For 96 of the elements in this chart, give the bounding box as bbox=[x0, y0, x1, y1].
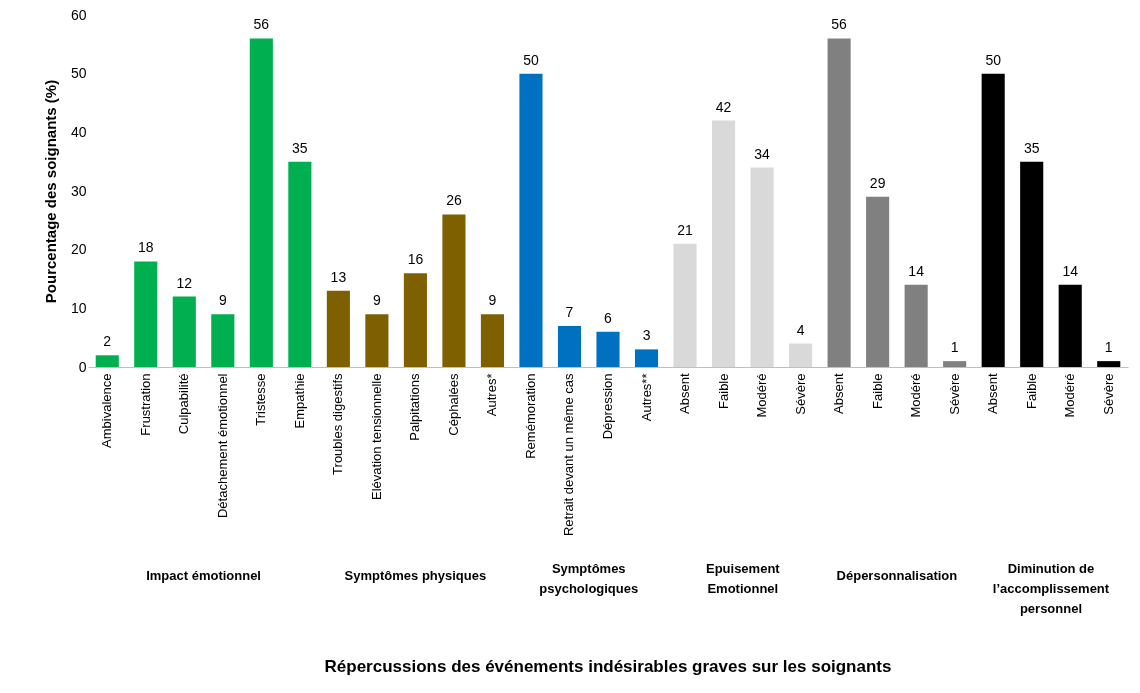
data-label: 9 bbox=[372, 292, 381, 309]
text: Symptômes psychologiques bbox=[539, 561, 639, 596]
x-tick-label: Culpabilité bbox=[176, 373, 192, 435]
bar bbox=[1020, 161, 1044, 367]
x-tick-label: Empathie bbox=[291, 373, 307, 429]
y-axis-title: Pourcentage des soignants (%) bbox=[41, 79, 59, 304]
x-tick-label: Elévation tensionnelle bbox=[368, 373, 384, 500]
x-tick-label: Autres** bbox=[638, 373, 654, 422]
x-tick-label: Modéré bbox=[908, 373, 924, 418]
x-tick-label: Troubles digestifs bbox=[330, 373, 346, 475]
x-tick-label: Céphalées bbox=[445, 373, 461, 436]
data-label: 14 bbox=[1062, 262, 1079, 279]
x-tick-label: Remémoration bbox=[522, 373, 538, 459]
data-label: 34 bbox=[754, 145, 771, 162]
data-label: 16 bbox=[407, 251, 424, 268]
bar bbox=[326, 290, 350, 367]
x-tick-label: Faible bbox=[869, 373, 885, 409]
y-tick-label: 0 bbox=[78, 358, 87, 375]
x-tick-label: Faible bbox=[1023, 373, 1039, 409]
data-label: 35 bbox=[1023, 139, 1040, 156]
data-label: 3 bbox=[642, 327, 651, 344]
x-tick-label: Ambivalence bbox=[99, 373, 115, 448]
bar bbox=[519, 73, 543, 367]
x-tick-label: Faible bbox=[715, 373, 731, 409]
data-label: 9 bbox=[218, 292, 227, 309]
bar bbox=[211, 314, 235, 367]
data-label: 1 bbox=[950, 339, 959, 356]
bar bbox=[557, 325, 582, 367]
data-label: 13 bbox=[330, 268, 347, 285]
x-tick-label: Modéré bbox=[754, 373, 770, 418]
x-tick-label: Tristesse bbox=[253, 373, 269, 426]
bar bbox=[789, 343, 813, 367]
x-tick-label: Sévère bbox=[1100, 373, 1116, 415]
bar bbox=[95, 355, 119, 367]
x-tick-label: Absent bbox=[985, 373, 1001, 414]
data-label: 56 bbox=[831, 16, 848, 33]
x-tick-label: Retrait devant un même cas bbox=[561, 373, 577, 537]
bar bbox=[866, 196, 890, 367]
data-label: 4 bbox=[796, 321, 805, 338]
bar bbox=[403, 273, 427, 367]
data-label: 9 bbox=[488, 292, 497, 309]
data-label: 14 bbox=[908, 262, 925, 279]
data-label: 50 bbox=[985, 51, 1002, 68]
bar bbox=[673, 243, 697, 367]
data-label: 2 bbox=[103, 333, 112, 350]
bar bbox=[904, 284, 928, 367]
x-tick-label: Dépression bbox=[600, 373, 615, 440]
x-tick-label: Autres* bbox=[484, 373, 500, 417]
bar bbox=[634, 349, 659, 367]
bar bbox=[288, 161, 312, 367]
bar bbox=[1058, 284, 1082, 367]
text: Dépersonnalisation bbox=[836, 568, 958, 583]
y-tick-label: 30 bbox=[70, 182, 87, 199]
x-tick-label: Palpitations bbox=[407, 373, 423, 441]
y-tick-label: 40 bbox=[70, 123, 87, 140]
y-tick-label: 10 bbox=[70, 299, 87, 316]
data-label: 18 bbox=[137, 239, 154, 256]
bar bbox=[172, 296, 196, 367]
x-tick-label: Absent bbox=[677, 373, 693, 414]
data-label: 6 bbox=[604, 309, 613, 326]
data-label: 56 bbox=[253, 16, 270, 33]
bar bbox=[712, 120, 736, 367]
data-label: 21 bbox=[677, 221, 694, 238]
data-label: 12 bbox=[176, 274, 193, 291]
data-label: 42 bbox=[715, 98, 732, 115]
data-label: 26 bbox=[446, 192, 462, 209]
bar bbox=[249, 38, 273, 367]
data-label: 50 bbox=[523, 51, 539, 68]
x-tick-label: Frustration bbox=[137, 373, 153, 436]
text: Epuisement Emotionnel bbox=[705, 561, 781, 596]
text: Impact émotionnel bbox=[146, 568, 261, 583]
data-label: 29 bbox=[869, 174, 886, 191]
bar bbox=[442, 214, 466, 367]
bar bbox=[827, 38, 851, 367]
data-label: 35 bbox=[292, 139, 308, 156]
y-tick-label: 20 bbox=[70, 241, 87, 258]
text: Symptômes physiques bbox=[344, 568, 487, 583]
x-tick-label: Modéré bbox=[1062, 373, 1078, 418]
x-tick-label: Sévère bbox=[792, 373, 808, 415]
bar bbox=[981, 73, 1005, 367]
bar bbox=[365, 314, 389, 367]
data-label: 7 bbox=[565, 303, 574, 320]
text: Diminution de l’accomplissement personnel bbox=[992, 561, 1110, 616]
x-tick-label: Absent bbox=[831, 373, 847, 414]
bar bbox=[596, 331, 620, 367]
y-tick-label: 60 bbox=[70, 6, 87, 23]
bar bbox=[943, 361, 967, 367]
data-label: 1 bbox=[1104, 339, 1113, 356]
bar bbox=[750, 167, 774, 367]
bar bbox=[134, 261, 158, 367]
bar bbox=[1097, 361, 1121, 367]
y-tick-label: 50 bbox=[70, 65, 87, 82]
x-tick-label: Détachement émotionnel bbox=[214, 373, 230, 519]
text: Répercussions des événements indésirables graves sur les soignants bbox=[324, 657, 892, 676]
bar bbox=[480, 314, 504, 367]
x-tick-label: Sévère bbox=[946, 373, 962, 415]
